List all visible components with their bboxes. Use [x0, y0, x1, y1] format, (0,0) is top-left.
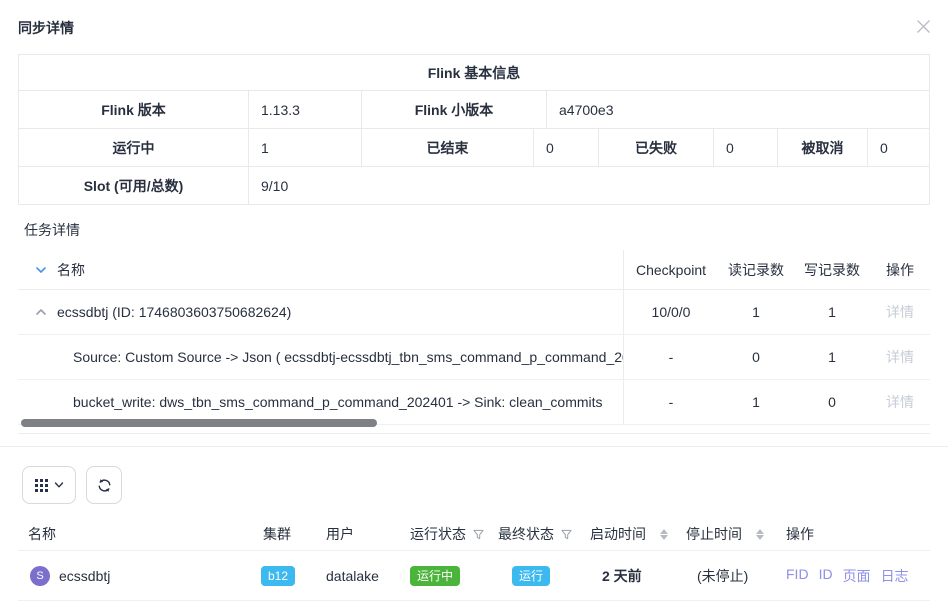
id-link[interactable]: ID	[818, 565, 833, 582]
detail-link[interactable]: 详情	[886, 304, 914, 320]
sorter-icon[interactable]	[660, 528, 668, 540]
fixed-columns: - 0 1 详情	[623, 335, 930, 379]
write-records-value: 0	[828, 394, 836, 410]
value-failed: 0	[713, 129, 777, 166]
label-failed: 已失败	[598, 129, 713, 166]
filter-icon[interactable]	[561, 529, 572, 540]
page-link[interactable]: 页面	[842, 567, 871, 584]
task-name: Source: Custom Source -> Json ( ecssdbtj…	[73, 349, 623, 365]
stop-time-value: (未停止)	[697, 567, 749, 584]
column-header-cluster: 集群	[263, 526, 291, 542]
value-flink-minor-version: a4700e3	[546, 91, 929, 128]
column-header-name: 名称	[57, 261, 85, 278]
column-header-user: 用户	[326, 526, 354, 542]
checkpoint-value: -	[668, 349, 674, 365]
column-header-read-records: 读记录数	[728, 261, 784, 278]
read-records-value: 0	[752, 349, 760, 365]
collapse-row-chevron-up-icon[interactable]	[34, 305, 48, 319]
read-records-value: 1	[752, 394, 760, 410]
horizontal-scrollbar-thumb[interactable]	[21, 419, 377, 427]
flink-info-title: Flink 基本信息	[427, 64, 521, 81]
column-header-run-status: 运行状态	[410, 526, 466, 542]
task-name: ecssdbtj (ID: 1746803603750682624)	[57, 304, 292, 320]
table-row: Flink 版本 1.13.3 Flink 小版本 a4700e3	[19, 90, 929, 128]
job-name: ecssdbtj	[59, 567, 111, 584]
value-finished: 0	[533, 129, 598, 166]
value-slot: 9/10	[248, 167, 929, 204]
table-bottom-border	[18, 433, 930, 434]
column-header-actions: 操作	[786, 526, 814, 542]
fixed-columns: 10/0/0 1 1 详情	[623, 290, 930, 334]
chevron-down-icon	[54, 480, 64, 490]
table-row: Source: Custom Source -> Json ( ecssdbtj…	[18, 335, 930, 380]
sorter-icon[interactable]	[756, 528, 764, 540]
section-divider	[0, 446, 948, 447]
read-records-value: 1	[752, 304, 760, 320]
column-settings-button[interactable]	[22, 466, 76, 504]
checkpoint-value: -	[668, 394, 674, 410]
task-detail-table: 名称 Checkpoint 读记录数 写记录数 操作 ecssdbtj (ID:…	[18, 250, 930, 434]
close-button[interactable]	[913, 16, 933, 36]
final-status-badge: 运行	[512, 565, 551, 586]
task-name: bucket_write: dws_tbn_sms_command_p_comm…	[73, 394, 603, 410]
detail-link[interactable]: 详情	[886, 394, 914, 410]
task-table-header: 名称 Checkpoint 读记录数 写记录数 操作	[18, 250, 930, 290]
toolbar	[22, 466, 122, 504]
column-header-name: 名称	[28, 526, 56, 542]
table-row: ecssdbtj (ID: 1746803603750682624) 10/0/…	[18, 290, 930, 335]
label-cancelled: 被取消	[777, 129, 867, 166]
job-table: 名称 集群 用户 运行状态 最终状态 启动时间	[18, 518, 930, 601]
job-table-header: 名称 集群 用户 运行状态 最终状态 启动时间	[18, 518, 930, 551]
avatar: S	[30, 565, 50, 586]
fixed-columns: - 1 0 详情	[623, 380, 930, 424]
refresh-icon	[97, 478, 112, 493]
fid-link[interactable]: FID	[786, 565, 809, 582]
page-title: 同步详情	[18, 20, 74, 36]
refresh-button[interactable]	[86, 466, 122, 504]
run-status-badge: 运行中	[410, 565, 461, 586]
table-row: S ecssdbtj b12 datalake 运行中 运行 2 天前 (未停止…	[18, 551, 930, 601]
flink-info-table: Flink 基本信息 Flink 版本 1.13.3 Flink 小版本 a47…	[18, 54, 930, 205]
label-finished: 已结束	[361, 129, 533, 166]
value-running: 1	[248, 129, 361, 166]
detail-link[interactable]: 详情	[886, 349, 914, 365]
label-running: 运行中	[112, 139, 155, 156]
start-time-value: 2 天前	[602, 567, 642, 584]
value-flink-version: 1.13.3	[248, 91, 361, 128]
log-link[interactable]: 日志	[880, 567, 909, 584]
cluster-badge: b12	[261, 565, 296, 586]
label-flink-version: Flink 版本	[101, 101, 166, 118]
write-records-value: 1	[828, 304, 836, 320]
checkpoint-value: 10/0/0	[651, 304, 691, 320]
table-row: bucket_write: dws_tbn_sms_command_p_comm…	[18, 380, 930, 425]
fixed-columns: Checkpoint 读记录数 写记录数 操作	[623, 250, 930, 289]
grid-icon	[34, 478, 48, 492]
task-detail-section-title: 任务详情	[24, 222, 80, 238]
column-header-start-time: 启动时间	[590, 526, 646, 542]
close-icon	[916, 19, 931, 34]
value-cancelled: 0	[867, 129, 929, 166]
label-slot: Slot (可用/总数)	[83, 177, 184, 194]
column-header-actions: 操作	[886, 261, 914, 278]
table-row: Slot (可用/总数) 9/10	[19, 166, 929, 204]
label-flink-minor-version: Flink 小版本	[361, 91, 546, 128]
column-header-checkpoint: Checkpoint	[635, 261, 707, 278]
user-value: datalake	[326, 567, 379, 584]
filter-icon[interactable]	[473, 529, 484, 540]
column-header-final-status: 最终状态	[498, 526, 554, 542]
column-header-stop-time: 停止时间	[686, 526, 742, 542]
write-records-value: 1	[828, 349, 836, 365]
table-row: 运行中 1 已结束 0 已失败 0 被取消 0	[19, 128, 929, 166]
column-header-write-records: 写记录数	[804, 261, 860, 278]
expand-all-chevron-down-icon[interactable]	[34, 263, 48, 277]
